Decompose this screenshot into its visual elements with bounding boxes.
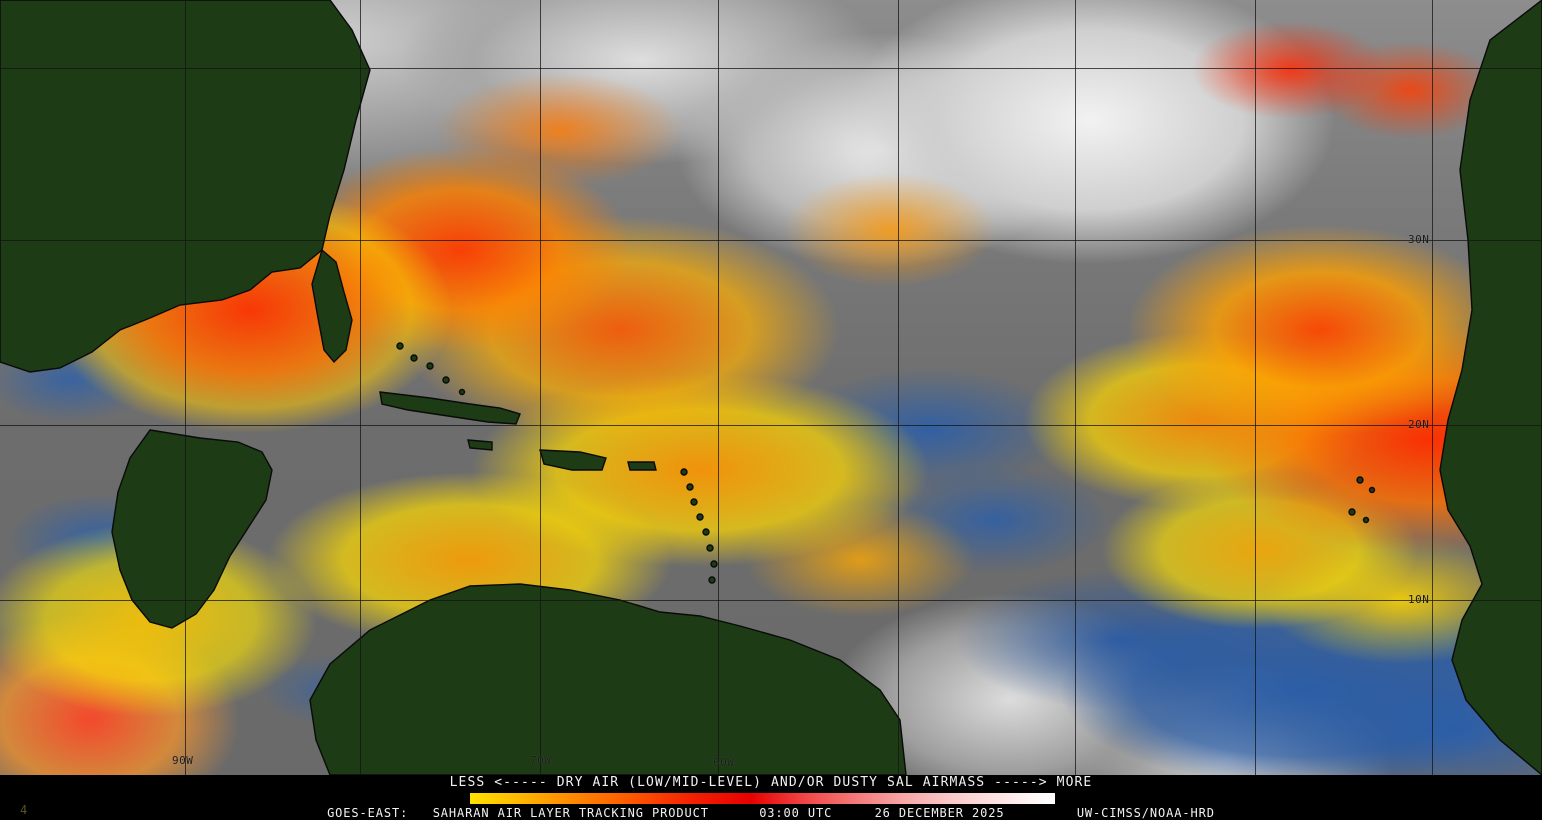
gridline-lat	[0, 240, 1542, 241]
observation-date: 26 DECEMBER 2025	[874, 806, 1005, 820]
gridline-lon	[185, 0, 186, 775]
product-name: SAHARAN AIR LAYER TRACKING PRODUCT	[432, 806, 709, 820]
credit-label: UW-CIMSS/NOAA-HRD	[1076, 806, 1215, 820]
dust-intensity-colorbar	[470, 793, 1055, 804]
landmass-overlay	[0, 0, 1542, 775]
legend-caption: LESS <----- DRY AIR (LOW/MID-LEVEL) AND/…	[449, 775, 1093, 790]
lat-label-20n: 20N	[1408, 418, 1430, 431]
gridline-lon	[360, 0, 361, 775]
lon-label-90w: 90W	[172, 754, 194, 767]
gridline-lon	[540, 0, 541, 775]
product-footer: LESS <----- DRY AIR (LOW/MID-LEVEL) AND/…	[0, 775, 1542, 820]
observation-time: 03:00 UTC	[759, 806, 833, 820]
gridline-lat	[0, 600, 1542, 601]
gridline-lon	[1075, 0, 1076, 775]
frame-number-label: 4	[20, 803, 28, 817]
lat-label-30n: 30N	[1408, 233, 1430, 246]
product-info-line: GOES-EAST: SAHARAN AIR LAYER TRACKING PR…	[0, 806, 1542, 820]
satellite-label: GOES-EAST:	[327, 806, 409, 820]
gridline-lat	[0, 68, 1542, 69]
lon-label-60w: 60W	[713, 756, 735, 769]
gridline-lon	[718, 0, 719, 775]
gridline-lon	[898, 0, 899, 775]
lon-label-70w: 70W	[530, 754, 552, 767]
gridline-lon	[1255, 0, 1256, 775]
gridline-lat	[0, 425, 1542, 426]
satellite-map[interactable]: 30N 20N 10N 90W 70W 60W	[0, 0, 1542, 775]
lat-label-10n: 10N	[1408, 593, 1430, 606]
gridline-lon	[1432, 0, 1433, 775]
